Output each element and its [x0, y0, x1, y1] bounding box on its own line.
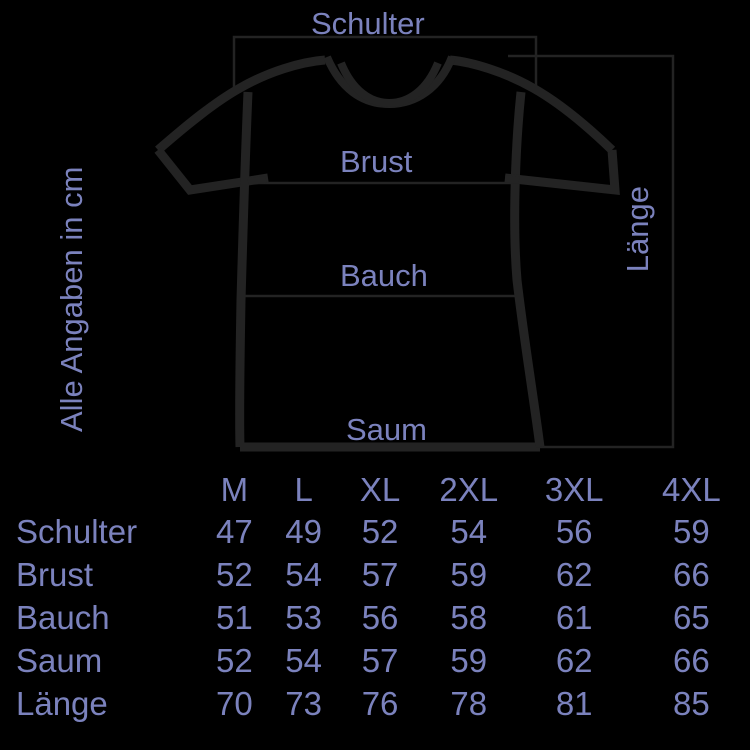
- collar-icon: [323, 55, 456, 109]
- size-table-body: Schulter 47 49 52 54 56 59 Brust 52 54 5…: [0, 510, 750, 725]
- size-table-head: M L XL 2XL 3XL 4XL: [0, 470, 750, 510]
- table-header-row: M L XL 2XL 3XL 4XL: [0, 470, 750, 510]
- diagram-label-chest: Brust: [340, 144, 413, 179]
- table-col-header-m: M: [220, 471, 249, 508]
- table-cell: 53: [285, 599, 322, 636]
- table-cell: 52: [216, 642, 253, 679]
- table-row: Brust 52 54 57 59 62 66: [0, 553, 750, 596]
- table-cell: 58: [450, 599, 488, 636]
- table-col-header-l: L: [294, 471, 313, 508]
- table-cell: 66: [673, 556, 710, 593]
- table-cell: 52: [216, 556, 253, 593]
- table-cell: 73: [285, 685, 322, 722]
- table-col-header-4xl: 4XL: [662, 471, 721, 508]
- table-cell: 76: [361, 685, 399, 722]
- table-cell: 54: [450, 513, 488, 550]
- size-table-container: M L XL 2XL 3XL 4XL Schulter 47 49 52 54 …: [0, 470, 750, 750]
- table-corner-cell: [0, 470, 200, 510]
- table-cell: 47: [216, 513, 253, 550]
- diagram-label-shoulder: Schulter: [311, 6, 425, 41]
- table-row-label: Länge: [16, 685, 108, 722]
- table-row: Länge 70 73 76 78 81 85: [0, 682, 750, 725]
- table-cell: 56: [361, 599, 399, 636]
- table-row: Saum 52 54 57 59 62 66: [0, 639, 750, 682]
- table-row: Bauch 51 53 56 58 61 65: [0, 596, 750, 639]
- table-row: Schulter 47 49 52 54 56 59: [0, 510, 750, 553]
- diagram-note-units: Alle Angaben in cm: [54, 166, 89, 432]
- size-table: M L XL 2XL 3XL 4XL Schulter 47 49 52 54 …: [0, 470, 750, 725]
- table-cell: 49: [285, 513, 322, 550]
- table-cell: 62: [555, 642, 593, 679]
- diagram-label-hem: Saum: [346, 412, 427, 447]
- sleeve-seam-icon: [247, 175, 520, 185]
- tshirt-diagram: Schulter Brust Bauch Saum Länge Alle Ang…: [54, 6, 675, 452]
- table-col-header-xl: XL: [359, 471, 401, 508]
- table-cell: 81: [555, 685, 593, 722]
- table-cell: 59: [673, 513, 710, 550]
- length-measure-bracket-icon: [508, 54, 675, 449]
- shoulder-measure-bracket-icon: [232, 35, 538, 93]
- table-cell: 59: [450, 642, 488, 679]
- table-cell: 70: [216, 685, 253, 722]
- table-cell: 59: [450, 556, 488, 593]
- table-cell: 65: [673, 599, 710, 636]
- table-row-label: Schulter: [16, 513, 138, 550]
- table-row-label: Brust: [16, 556, 94, 593]
- tshirt-outline-icon: [154, 55, 620, 452]
- table-cell: 78: [450, 685, 488, 722]
- table-cell: 52: [361, 513, 399, 550]
- table-cell: 57: [361, 556, 399, 593]
- table-cell: 66: [673, 642, 710, 679]
- table-cell: 54: [285, 556, 322, 593]
- tshirt-diagram-svg: [154, 35, 675, 452]
- table-cell: 85: [673, 685, 710, 722]
- table-cell: 61: [555, 599, 593, 636]
- table-cell: 56: [555, 513, 593, 550]
- table-col-header-3xl: 3XL: [544, 471, 604, 508]
- diagram-label-length: Länge: [620, 186, 655, 273]
- table-row-label: Bauch: [16, 599, 110, 636]
- table-cell: 51: [216, 599, 253, 636]
- table-cell: 54: [285, 642, 322, 679]
- diagram-label-waist: Bauch: [340, 258, 428, 293]
- table-col-header-2xl: 2XL: [439, 471, 499, 508]
- table-row-label: Saum: [16, 642, 103, 679]
- table-cell: 57: [361, 642, 399, 679]
- table-cell: 62: [555, 556, 593, 593]
